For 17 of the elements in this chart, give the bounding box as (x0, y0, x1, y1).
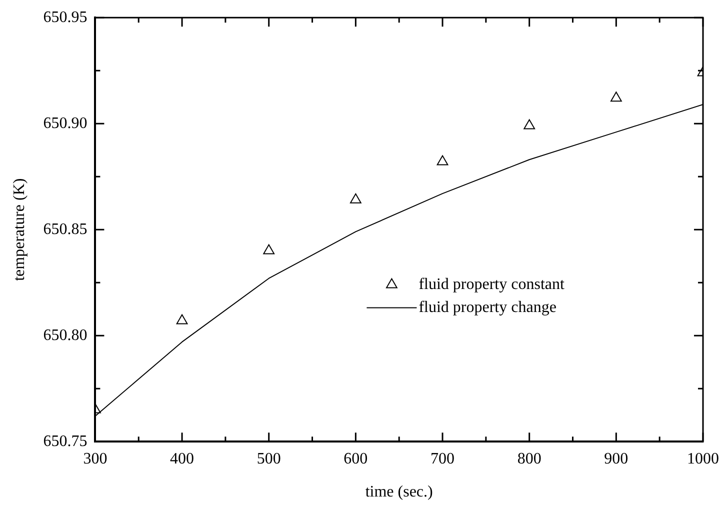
x-tick-label: 900 (604, 450, 628, 468)
y-tick-label: 650.85 (43, 220, 88, 238)
x-tick-label: 300 (83, 450, 108, 468)
x-tick-label: 800 (517, 450, 542, 468)
legend-label: fluid property constant (418, 276, 566, 293)
x-tick-label: 600 (344, 450, 368, 468)
legend-label: fluid property change (418, 298, 556, 316)
y-axis-title: temperature (K) (10, 178, 28, 281)
y-tick-label: 650.75 (43, 432, 88, 450)
x-tick-label: 1000 (687, 450, 719, 468)
x-tick-label: 500 (256, 450, 281, 468)
x-axis-title: time (sec.) (365, 484, 433, 501)
x-tick-label: 400 (170, 450, 194, 468)
y-tick-label: 650.90 (43, 114, 88, 132)
x-tick-label: 700 (430, 450, 455, 468)
y-tick-label: 650.80 (43, 326, 88, 344)
y-tick-label: 650.95 (43, 8, 88, 26)
